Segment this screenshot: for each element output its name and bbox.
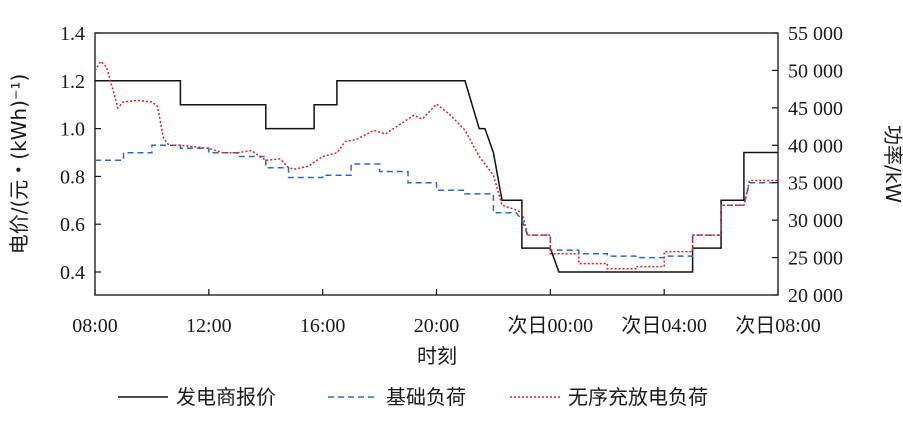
- x-tick-label: 次日08:00: [735, 314, 821, 337]
- y-left-tick-label: 1.2: [60, 71, 85, 93]
- plot-frame: [94, 32, 779, 296]
- y-right-tick-label: 40 000: [788, 135, 843, 157]
- y-right-tick-label: 45 000: [788, 98, 843, 120]
- x-tick-label: 20:00: [414, 315, 460, 337]
- y-right-tick-label: 50 000: [788, 60, 843, 82]
- y-right-tick-label: 30 000: [788, 210, 843, 232]
- legend-label-bidding-price: 发电商报价: [176, 385, 276, 409]
- legend-label-base-load: 基础负荷: [386, 385, 466, 409]
- x-tick-label: 12:00: [186, 315, 232, 337]
- y-axis-right-title: 功率/kW: [881, 125, 903, 203]
- y-left-tick-label: 0.8: [60, 166, 85, 188]
- x-tick-label: 08:00: [72, 315, 118, 337]
- y-right-tick-label: 20 000: [788, 285, 843, 307]
- y-left-tick-label: 0.6: [60, 214, 85, 236]
- y-right-tick-label: 55 000: [788, 23, 843, 45]
- series-line-base-load: [95, 144, 778, 259]
- legend-item-bidding-price: 发电商报价: [118, 385, 276, 409]
- ticks-layer: 1.4 1.2 1.0 0.8 0.6 0.4 55 000 50 000 45 000 40 0…: [60, 23, 843, 337]
- legend-item-base-load: 基础负荷: [328, 385, 466, 409]
- x-tick-label: 次日04:00: [621, 314, 707, 337]
- y-left-tick-label: 0.4: [60, 262, 85, 284]
- legend: 发电商报价 基础负荷 无序充放电负荷: [118, 385, 708, 409]
- legend-item-unordered-load: 无序充放电负荷: [510, 385, 708, 409]
- series-line-unordered-load: [94, 60, 778, 270]
- series-layer: [94, 60, 778, 273]
- y-left-tick-label: 1.0: [60, 119, 85, 141]
- y-right-tick-label: 25 000: [788, 248, 843, 270]
- x-tick-label: 次日00:00: [508, 314, 594, 337]
- x-axis-title: 时刻: [417, 344, 457, 368]
- y-left-tick-label: 1.4: [60, 23, 85, 45]
- legend-label-unordered-load: 无序充放电负荷: [568, 385, 708, 409]
- x-tick-label: 16:00: [300, 315, 346, 337]
- y-right-tick-label: 35 000: [788, 173, 843, 195]
- series-line-bidding-price: [95, 80, 778, 273]
- y-axis-left-title: 电价/(元・(kWh)⁻¹): [7, 74, 31, 255]
- plot-area: [94, 32, 779, 296]
